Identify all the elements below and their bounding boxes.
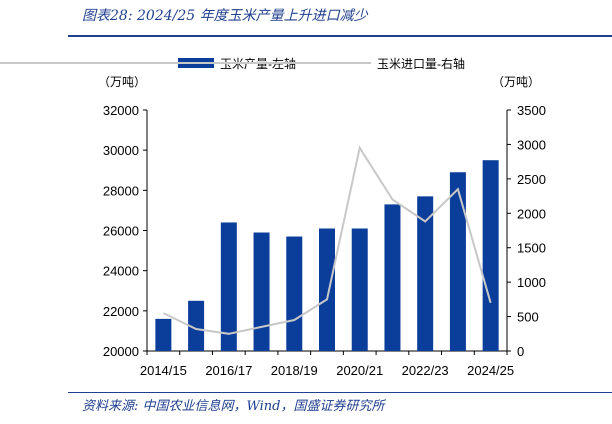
left-axis-ticks: 20000 22000 24000 26000 28000 30000 32000 xyxy=(103,103,147,359)
legend: 玉米产量-左轴 玉米进口量-右轴 xyxy=(0,56,465,71)
left-tick-label: 30000 xyxy=(103,143,139,158)
x-tick-label: 2020/21 xyxy=(336,363,383,378)
bar xyxy=(188,300,205,351)
bar xyxy=(482,160,499,351)
bar xyxy=(351,228,368,351)
line-series xyxy=(162,145,492,335)
bar xyxy=(417,196,434,351)
bar xyxy=(449,172,466,351)
right-tick-label: 2500 xyxy=(517,172,546,187)
left-tick-label: 24000 xyxy=(103,264,139,279)
bar xyxy=(253,232,270,351)
right-axis-ticks: 0 500 1000 1500 2000 2500 3000 3500 xyxy=(507,103,546,359)
bar xyxy=(220,222,237,351)
left-tick-label: 28000 xyxy=(103,183,139,198)
x-tick-label: 2022/23 xyxy=(402,363,449,378)
title-rule xyxy=(68,35,612,37)
x-tick-label: 2018/19 xyxy=(271,363,318,378)
bar xyxy=(384,204,401,351)
bar xyxy=(155,318,172,351)
right-tick-label: 3500 xyxy=(517,103,546,118)
left-axis-unit: （万吨） xyxy=(98,75,146,89)
x-axis-ticks: 2014/15 2016/17 2018/19 2020/21 2022/23 2024/… xyxy=(140,351,514,378)
right-tick-label: 2000 xyxy=(517,206,546,221)
x-tick-label: 2016/17 xyxy=(205,363,252,378)
x-tick-label: 2024/25 xyxy=(467,363,514,378)
right-tick-label: 0 xyxy=(517,344,524,359)
bar-series xyxy=(155,160,499,351)
footer-rule xyxy=(68,392,612,393)
left-tick-label: 32000 xyxy=(103,103,139,118)
chart: 玉米产量-左轴 玉米进口量-右轴 （万吨） （万吨） 2000022000240… xyxy=(0,56,546,378)
bar xyxy=(286,236,303,351)
right-tick-label: 1000 xyxy=(517,275,546,290)
right-tick-label: 500 xyxy=(517,310,539,325)
x-tick-label: 2014/15 xyxy=(140,363,187,378)
right-tick-label: 1500 xyxy=(517,241,546,256)
source-note: 资料来源: 中国农业信息网，Wind，国盛证券研究所 xyxy=(82,399,385,414)
left-tick-label: 26000 xyxy=(103,224,139,239)
figure-title: 图表28: 2024/25 年度玉米产量上升进口减少 xyxy=(82,8,368,24)
left-tick-label: 20000 xyxy=(103,344,139,359)
right-axis-unit: （万吨） xyxy=(492,75,540,89)
bar xyxy=(319,228,335,351)
legend-line-label: 玉米进口量-右轴 xyxy=(377,56,465,71)
left-tick-label: 22000 xyxy=(103,304,139,319)
import-line xyxy=(162,145,492,335)
right-tick-label: 3000 xyxy=(517,137,546,152)
